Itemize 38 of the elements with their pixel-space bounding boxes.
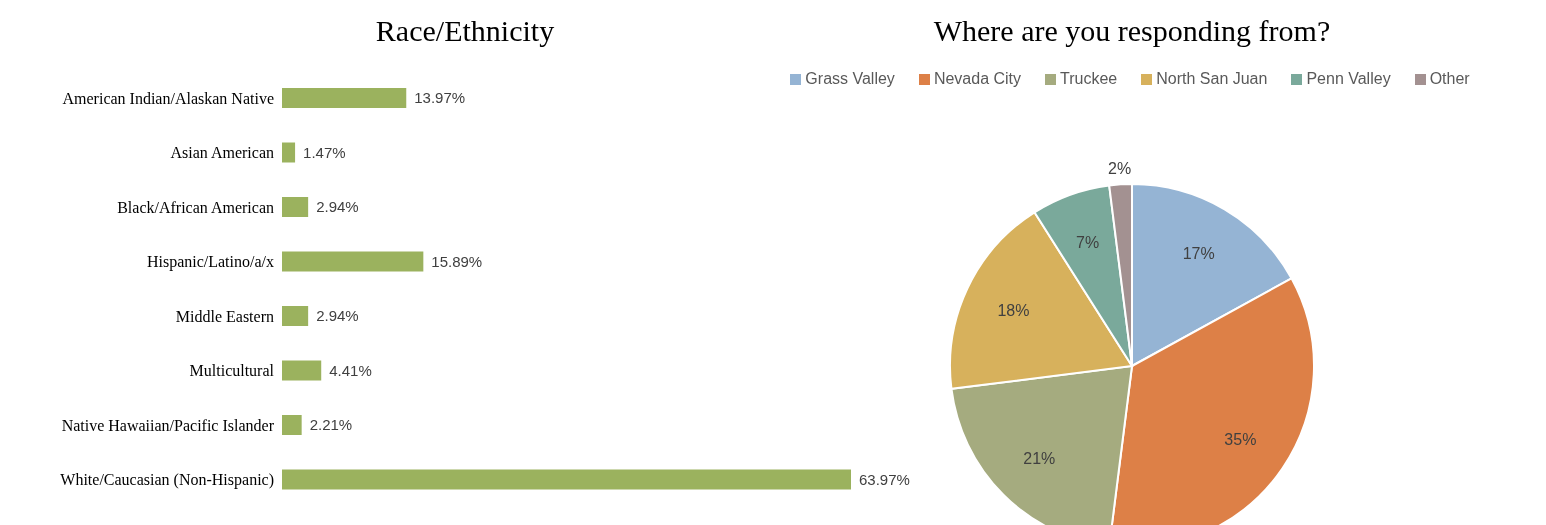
- y-tick-label: Middle Eastern: [175, 307, 274, 325]
- bar: [282, 469, 851, 490]
- y-tick-label: White/Caucasian (Non-Hispanic): [60, 471, 274, 490]
- legend-label: Nevada City: [933, 70, 1022, 87]
- y-tick-label: Hispanic/Latino/a/x: [146, 253, 274, 272]
- bar: [282, 360, 322, 381]
- bar: [282, 251, 424, 272]
- data-label: 15.89%: [431, 252, 483, 270]
- data-label: 2.94%: [316, 307, 359, 325]
- data-label: 2%: [1108, 159, 1132, 177]
- data-label: 1.47%: [303, 143, 346, 161]
- chart-title: Race/Ethnicity: [374, 14, 556, 48]
- data-label: 4.41%: [329, 361, 372, 379]
- data-label: 2.21%: [309, 416, 353, 434]
- y-tick-label: Asian American: [170, 144, 274, 162]
- bar: [282, 88, 407, 108]
- data-label: 2.94%: [316, 198, 359, 216]
- chart-title: Where are you responding from?: [932, 14, 1332, 48]
- bar: [282, 306, 309, 326]
- y-tick-label: American Indian/Alaskan Native: [62, 89, 274, 107]
- legend-label: Other: [1429, 70, 1470, 87]
- y-tick-label: Native Hawaiian/Pacific Islander: [61, 416, 275, 434]
- data-label: 7%: [1076, 234, 1100, 252]
- data-label: 18%: [997, 301, 1030, 319]
- data-label: 35%: [1224, 431, 1257, 449]
- legend-label: Penn Valley: [1306, 70, 1391, 87]
- data-label: 63.97%: [859, 470, 910, 488]
- y-tick-label: Black/African American: [117, 198, 274, 216]
- data-label: 13.97%: [414, 89, 466, 107]
- y-tick-label: Multicultural: [189, 362, 275, 380]
- legend-label: Truckee: [1060, 70, 1118, 87]
- legend-label: North San Juan: [1156, 70, 1268, 87]
- legend-label: Grass Valley: [805, 70, 895, 87]
- bar: [282, 197, 309, 217]
- bar: [282, 415, 302, 435]
- data-label: 17%: [1182, 244, 1215, 262]
- bar: [282, 142, 296, 163]
- data-label: 21%: [1023, 450, 1056, 468]
